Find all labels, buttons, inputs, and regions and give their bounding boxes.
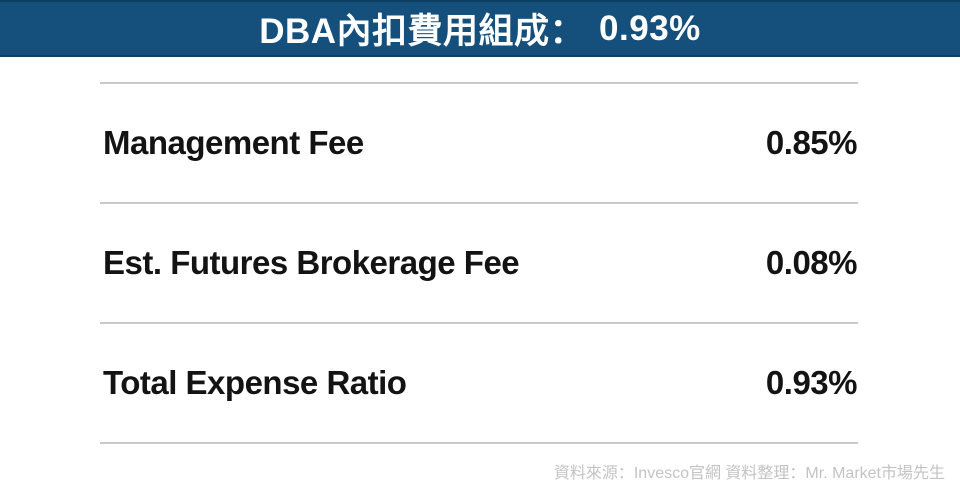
title-bar: DBA內扣費用組成： 0.93% bbox=[0, 0, 960, 57]
row-label: Est. Futures Brokerage Fee bbox=[103, 244, 520, 281]
page-title-value: 0.93% bbox=[599, 8, 701, 48]
row-label: Management Fee bbox=[103, 124, 364, 161]
table-row-management-fee: Management Fee 0.85% bbox=[100, 82, 858, 202]
row-value: 0.85% bbox=[765, 124, 858, 161]
row-label: Total Expense Ratio bbox=[103, 364, 407, 401]
table-row-futures-brokerage-fee: Est. Futures Brokerage Fee 0.08% bbox=[100, 202, 858, 322]
row-value: 0.08% bbox=[765, 244, 858, 281]
source-attribution: 資料來源：Invesco官網 資料整理：Mr. Market市場先生 bbox=[553, 465, 945, 482]
row-value: 0.93% bbox=[765, 364, 858, 401]
fee-table: Management Fee 0.85% Est. Futures Broker… bbox=[100, 82, 858, 444]
table-row-total-expense-ratio: Total Expense Ratio 0.93% bbox=[100, 322, 858, 444]
page-title: DBA內扣費用組成： bbox=[259, 12, 586, 51]
